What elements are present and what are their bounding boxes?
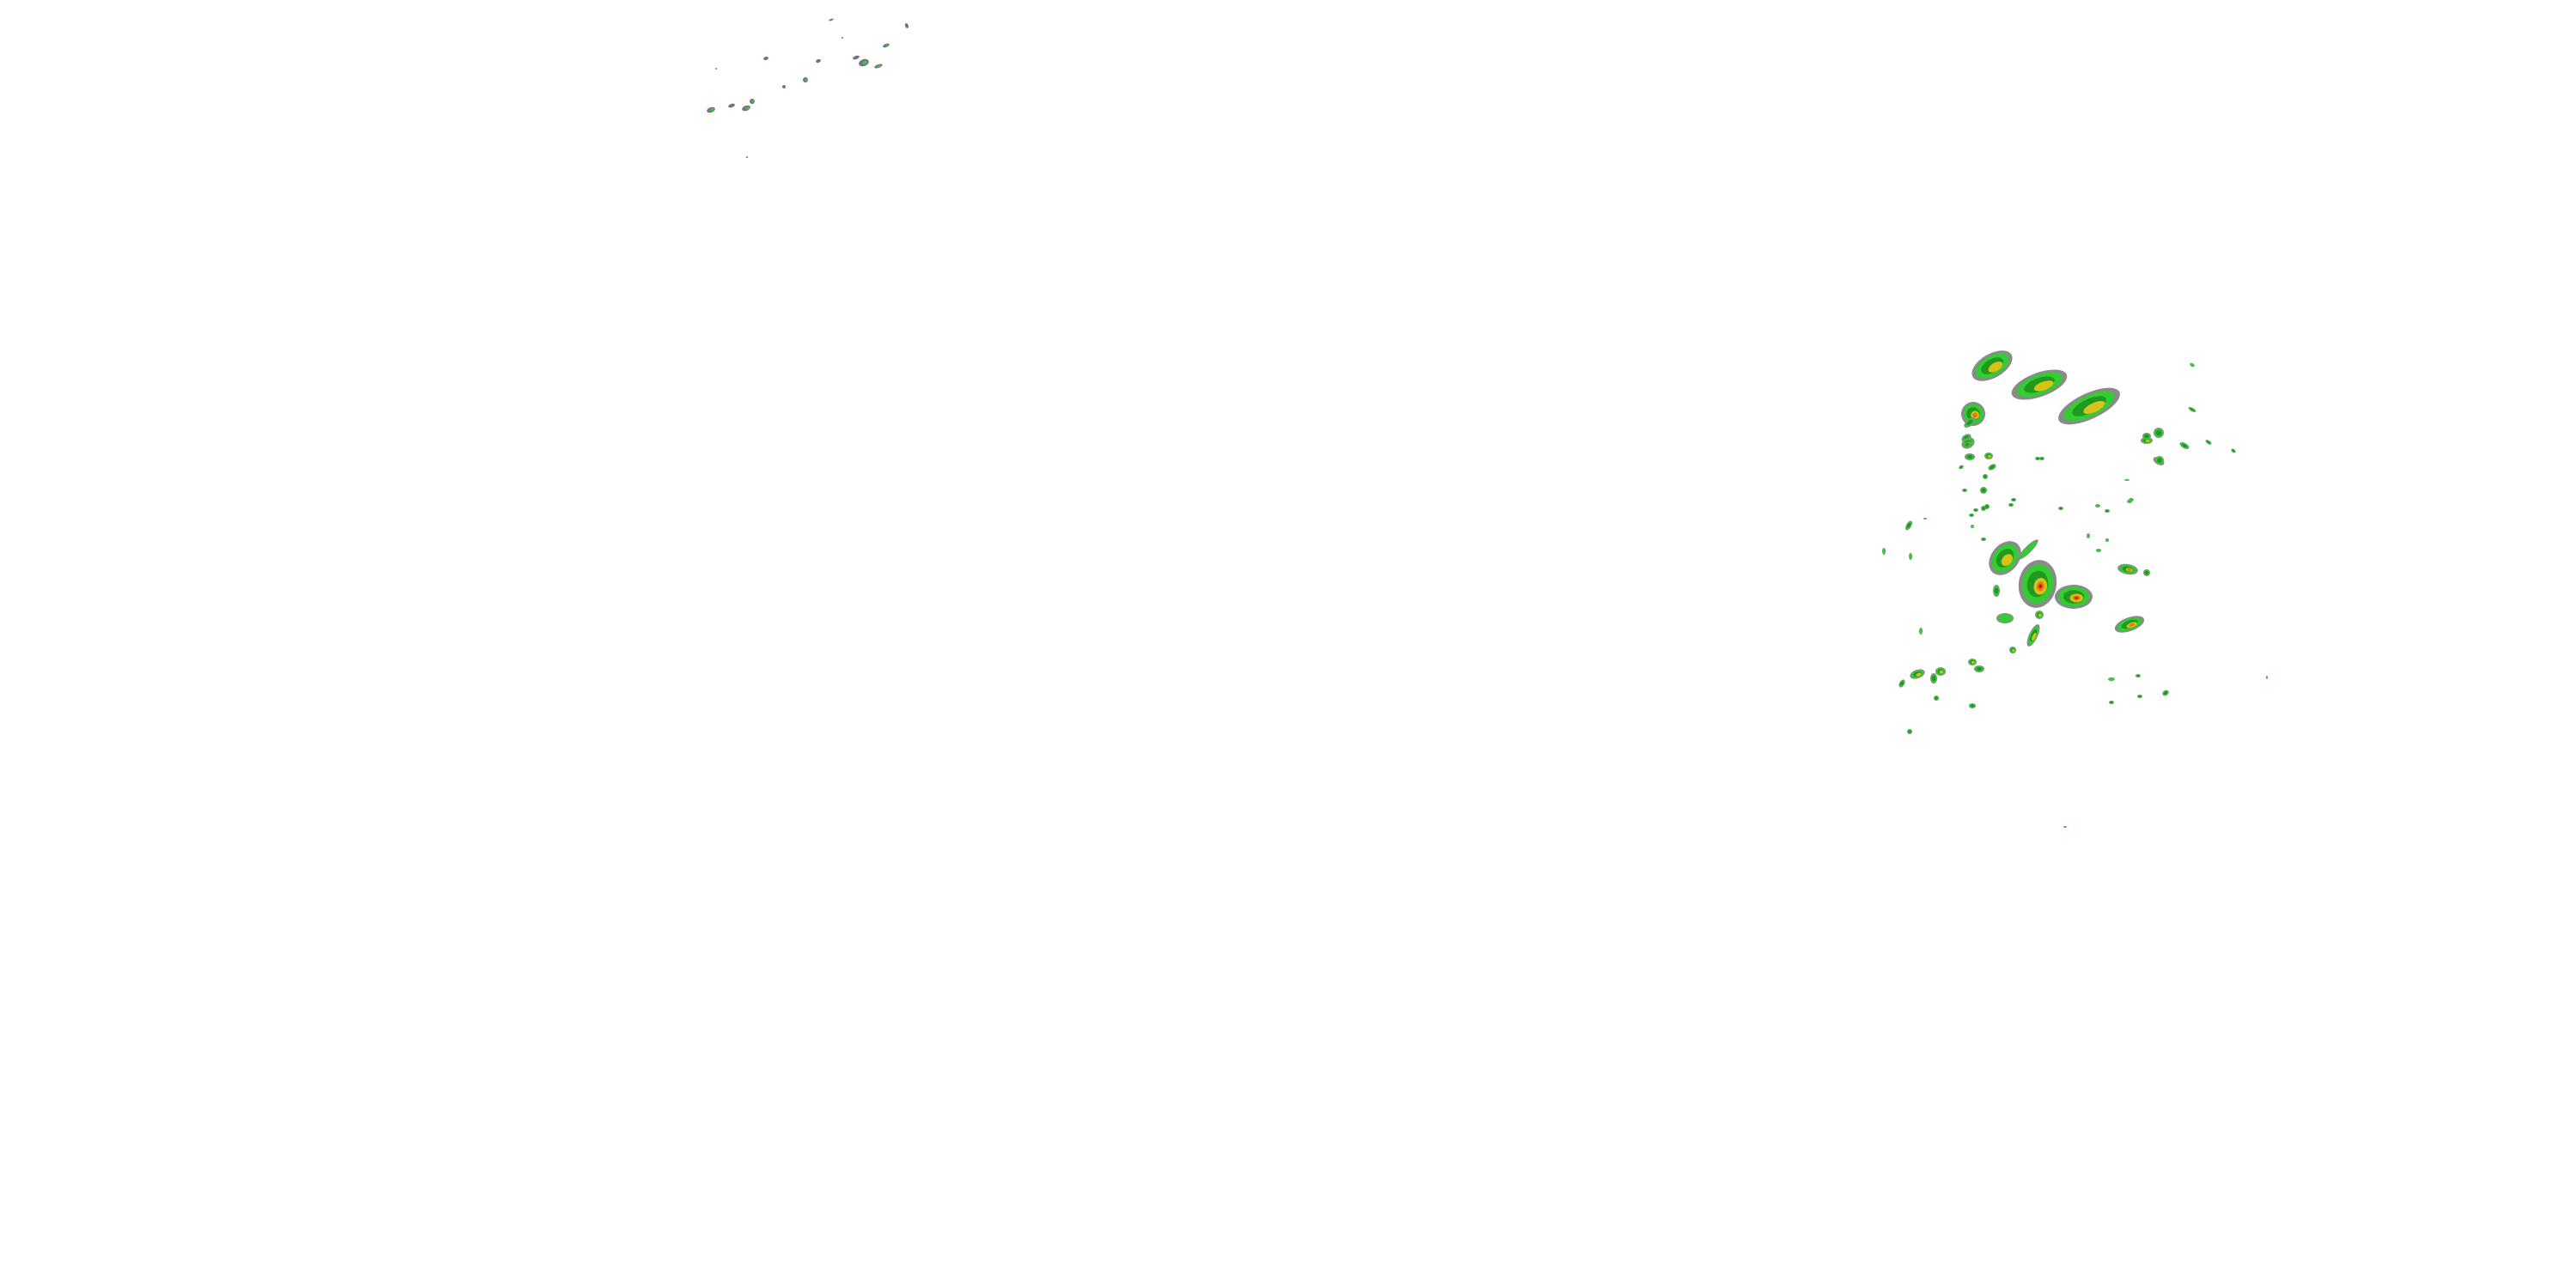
radar-echo-31-level-2 [1990,465,1995,469]
radar-echo-64-level-1 [2108,677,2115,681]
weak-echo-6-core [805,78,808,82]
radar-echo-24-level-1 [1997,614,2013,623]
radar-echo-55-level-1 [1923,518,1927,519]
radar-echo-74-level-1 [1919,628,1923,635]
radar-echo-38-level-2 [2009,503,2013,507]
radar-echo-73-level-2 [2059,507,2063,510]
radar-echo-76-level-1 [2063,826,2067,828]
radar-echo-62-level-1 [2096,549,2101,552]
radar-echo-63-level-2 [2136,674,2140,677]
radar-echo-29-level-2 [1959,465,1963,469]
weak-echo-9 [853,55,860,60]
weak-echo-10-core [862,60,867,65]
radar-echo-32-level-2 [1984,475,1987,478]
radar-echo-6-level-5 [2038,584,2043,589]
radar-echo-11-level-4 [2127,568,2132,571]
weak-echo-15 [746,156,748,159]
radar-echo-69-level-1 [2095,504,2100,507]
radar-echo-3-level-4 [1972,412,1978,418]
radar-echo-33-level-2 [1981,488,1986,493]
radar-echo-37-level-2 [2040,457,2044,460]
radar-echo-52-level-2 [1906,523,1911,528]
weak-echo-12-core [885,44,889,47]
radar-echo-0-level-3 [1988,361,2003,373]
radar-echo-66-level-2 [2163,691,2168,695]
radar-echo-26-level-2 [1966,419,1973,426]
radar-echo-70-level-1 [2105,538,2109,542]
radar-echo-45-level-1 [2190,363,2195,367]
radar-echo-16-level-3 [1939,670,1943,674]
radar-echo-68-level-2 [2105,509,2109,513]
radar-echo-22-level-2 [1935,696,1938,700]
radar-echo-49-level-1 [2124,479,2129,481]
radar-echo-59-level-1 [1971,525,1974,528]
radar-echo-67-level-2 [2110,701,2113,704]
radar-echo-35-level-2 [1963,489,1966,492]
weak-echo-7 [816,58,821,64]
radar-echo-23-level-3 [2012,649,2015,652]
radar-echo-15-level-3 [1916,672,1922,677]
radar-echo-41-level-2 [2155,429,2162,436]
weak-echo-2-core [751,100,755,103]
weak-echo-5 [782,85,786,88]
radar-echo-27-level-2 [1965,443,1970,447]
radar-echo-21-level-2 [1900,681,1904,686]
radar-echo-34-level-2 [1982,507,1985,510]
radar-echo-44-level-2 [2157,458,2162,463]
radar-echo-54-level-1 [1882,548,1886,555]
radar-echo-17-level-3 [1971,661,1975,664]
radar-echo-46-level-2 [2190,408,2195,411]
radar-echo-25-level-2 [1994,587,1999,594]
weak-echo-14 [715,67,717,70]
radar-echo-8-level-3 [2001,554,2013,567]
radar-echo-53-level-1 [1909,553,1912,560]
radar-echo-58-level-2 [1970,513,1973,517]
radar-echo-72-level-1 [2087,533,2090,538]
radar-echo-75-level-1 [2266,676,2268,679]
radar-echo-18-level-2 [1976,666,1983,671]
radar-echo-19-level-2 [1931,675,1936,682]
radar-echo-48-level-2 [2232,449,2235,453]
radar-echo-28-level-2 [1966,454,1973,459]
radar-echo-61-level-2 [1982,538,1985,541]
radar-echo-12-level-2 [2144,570,2149,575]
weak-echo-11-core [877,64,882,68]
weak-echo-3-core [744,106,750,110]
radar-echo-40-level-2 [2144,434,2149,439]
radar-echo-47-level-2 [2207,440,2210,444]
radar-echo-2-level-3 [2083,401,2105,414]
weak-echo-8 [829,18,834,21]
radar-echo-9-level-1 [2020,541,2037,558]
weak-echo-0-core [709,108,714,112]
radar-echo-60-level-2 [2012,498,2015,501]
radar-echo-51-level-1 [2129,498,2134,501]
radar-echo-10-level-4 [2129,623,2136,627]
radar-echo-1-level-3 [2033,380,2054,392]
radar-echo-14-level-3 [2038,613,2042,617]
radar-echo-36-level-2 [2036,457,2039,460]
radar-echo-43-level-2 [2182,443,2187,448]
radar-echo-56-level-2 [1974,508,1978,512]
radar-echo-57-level-2 [1985,505,1989,508]
radar-echo-30-level-3 [1988,455,1991,458]
radar-echo-39-level-3 [2145,440,2150,442]
weak-echo-1 [728,103,735,108]
radar-echo-65-level-2 [2138,695,2142,698]
radar-echo-13-level-3 [2032,632,2037,641]
weak-echo-16 [841,37,843,39]
radar-echo-7-level-5 [2075,597,2079,599]
radar-echo-71-level-2 [1908,730,1911,733]
radar-echo-20-level-2 [1970,704,1975,708]
weak-echo-4 [763,56,769,61]
weak-echo-13 [904,23,909,28]
